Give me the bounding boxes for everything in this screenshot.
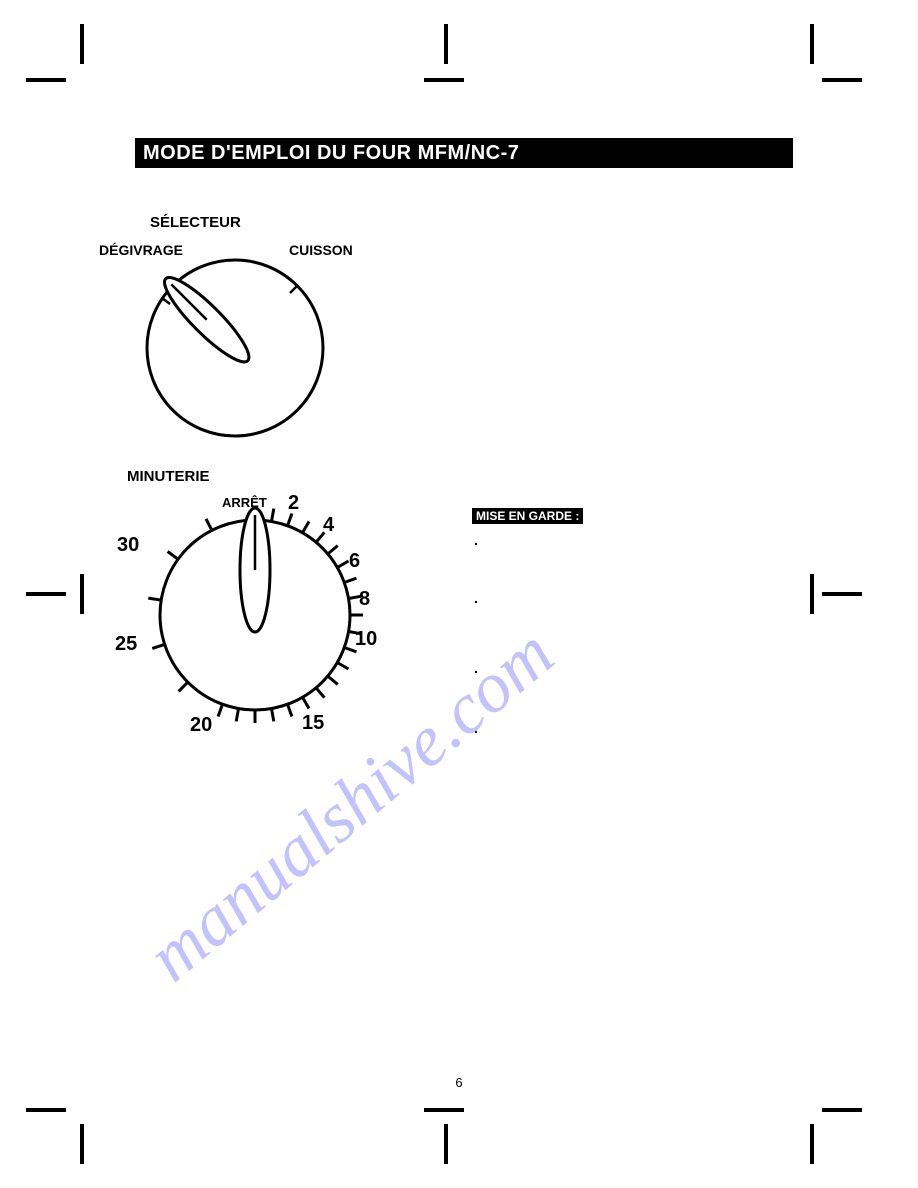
crop-mark [26,592,66,596]
warning-bullet: . [474,532,478,548]
warning-heading: MISE EN GARDE : [472,508,583,524]
crop-mark [810,574,814,614]
crop-mark [822,592,862,596]
timer-label-15: 15 [302,712,324,735]
timer-label-20: 20 [190,714,212,737]
crop-mark [822,78,862,82]
crop-mark [424,1108,464,1112]
page-number: 6 [0,1075,918,1090]
manual-page: MODE D'EMPLOI DU FOUR MFM/NC-7 SÉLECTEUR… [0,0,918,1188]
selector-heading: SÉLECTEUR [150,214,241,231]
crop-mark [822,1108,862,1112]
timer-label-8: 8 [359,588,370,611]
timer-label-30: 30 [117,534,139,557]
crop-mark [80,574,84,614]
crop-mark [26,78,66,82]
timer-dial [135,495,375,735]
warning-bullet: . [474,660,478,676]
crop-mark [26,1108,66,1112]
crop-mark [424,78,464,82]
crop-mark [810,24,814,64]
crop-mark [444,1124,448,1164]
warning-bullet: . [474,720,478,736]
page-title: MODE D'EMPLOI DU FOUR MFM/NC-7 [135,138,793,168]
timer-label-25: 25 [115,633,137,656]
selector-dial [135,248,335,448]
timer-heading: MINUTERIE [127,468,210,485]
timer-label-4: 4 [323,514,334,537]
warning-bullet: . [474,590,478,606]
crop-mark [80,24,84,64]
timer-label-6: 6 [349,550,360,573]
crop-mark [444,24,448,64]
timer-label-10: 10 [355,628,377,651]
timer-label-2: 2 [288,492,299,515]
crop-mark [810,1124,814,1164]
crop-mark [80,1124,84,1164]
